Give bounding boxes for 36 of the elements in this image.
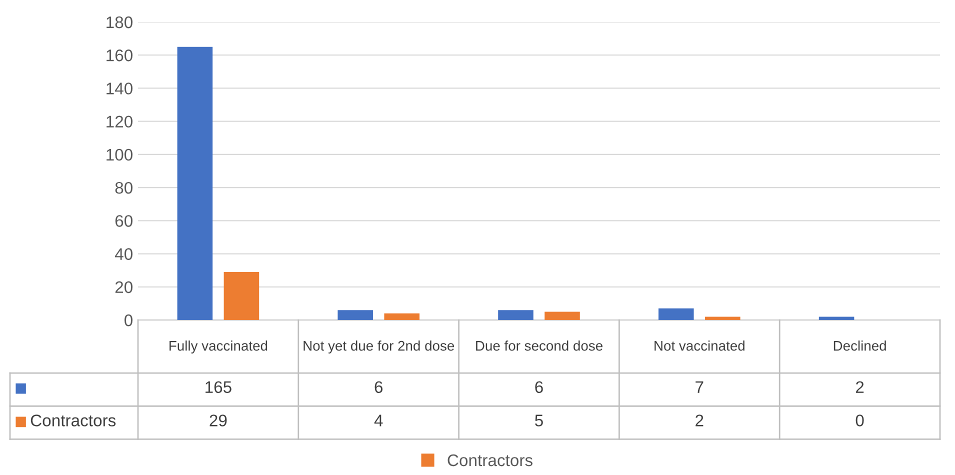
x-tick-label: Not vaccinated bbox=[654, 340, 744, 351]
data-label: 7 bbox=[696, 381, 704, 393]
data-label: 2 bbox=[696, 414, 704, 426]
bar bbox=[384, 313, 420, 320]
data-label: 6 bbox=[374, 381, 382, 394]
bar bbox=[658, 308, 694, 320]
data-label: 6 bbox=[535, 381, 543, 394]
y-tick-label: 140 bbox=[106, 82, 132, 94]
y-tick-label: 120 bbox=[106, 116, 132, 128]
y-tick-label: 160 bbox=[106, 50, 132, 62]
y-tick-label: 20 bbox=[115, 281, 132, 294]
y-tick-label: 40 bbox=[114, 248, 132, 260]
bar bbox=[338, 310, 373, 320]
x-tick-label: Not yet due for 2nd dose bbox=[304, 340, 454, 354]
bar bbox=[544, 312, 580, 320]
bar bbox=[818, 316, 854, 320]
y-tick-label: 100 bbox=[106, 148, 132, 161]
text: Contractors bbox=[30, 414, 116, 426]
bar bbox=[177, 46, 213, 320]
legend-label: Contractors bbox=[448, 454, 532, 466]
data-label: 0 bbox=[856, 414, 864, 426]
y-tick-label: 60 bbox=[115, 215, 132, 227]
bar bbox=[498, 310, 534, 320]
data-label: 4 bbox=[374, 414, 383, 426]
x-tick-label: Declined bbox=[834, 340, 886, 351]
y-tick-label: 180 bbox=[106, 16, 132, 28]
data-label: 5 bbox=[535, 414, 543, 426]
data-label: 29 bbox=[210, 414, 227, 426]
y-tick-label: 80 bbox=[115, 182, 132, 194]
data-label: 165 bbox=[206, 381, 232, 394]
bar bbox=[705, 316, 740, 320]
x-tick-label: Due for second dose bbox=[476, 340, 602, 351]
data-label: 2 bbox=[856, 381, 864, 393]
bar bbox=[224, 272, 260, 320]
x-tick-label: Fully vaccinated bbox=[170, 340, 268, 354]
y-tick-label: 0 bbox=[124, 314, 132, 326]
